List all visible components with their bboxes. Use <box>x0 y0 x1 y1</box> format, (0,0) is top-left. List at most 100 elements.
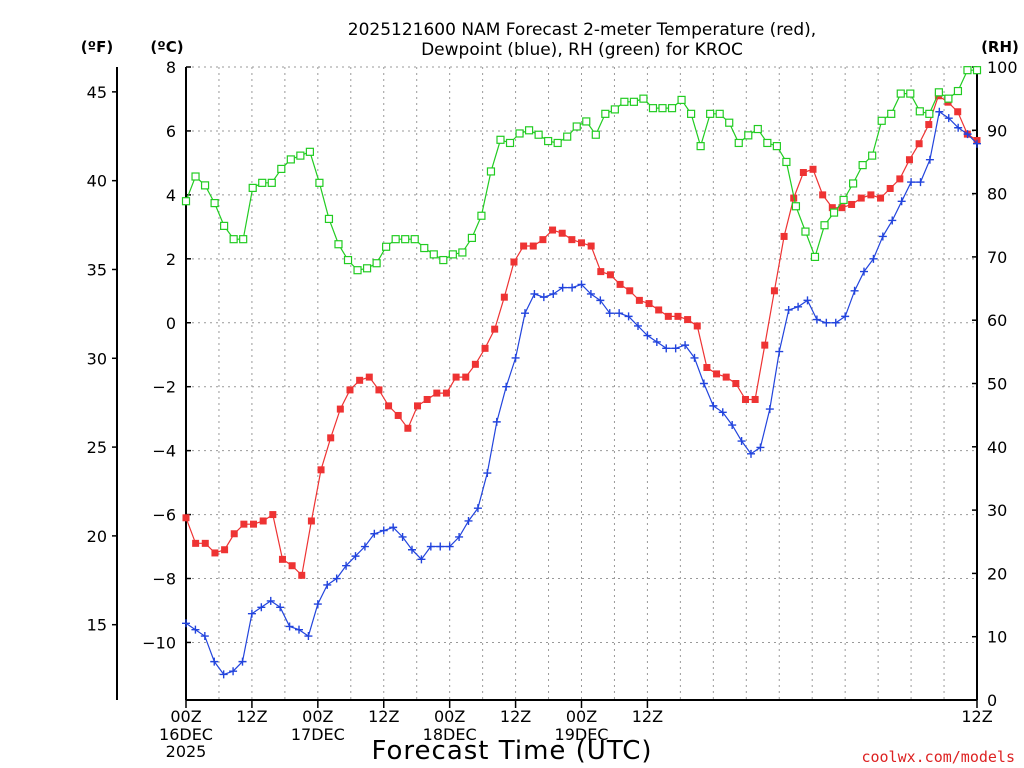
data-point <box>346 386 354 394</box>
data-point <box>182 619 190 628</box>
celsius-tick-label: −10 <box>142 633 176 652</box>
data-point <box>690 353 699 362</box>
data-point <box>722 373 730 381</box>
data-point <box>558 229 566 237</box>
data-point <box>394 411 402 419</box>
data-point <box>473 504 482 513</box>
data-point <box>549 289 558 298</box>
data-point <box>728 421 737 430</box>
data-point <box>200 181 210 190</box>
data-point <box>398 532 407 541</box>
data-point <box>810 252 820 261</box>
data-point <box>420 243 429 253</box>
data-point <box>423 395 431 403</box>
data-point <box>586 289 595 298</box>
data-point <box>500 293 508 301</box>
data-point <box>601 109 610 118</box>
time-tick-label: 00Z <box>566 707 597 726</box>
data-point <box>515 129 524 138</box>
data-point <box>734 138 743 148</box>
data-point <box>327 434 335 442</box>
data-point <box>831 318 840 327</box>
data-point <box>819 191 827 199</box>
data-point <box>973 139 981 148</box>
time-tick-date: 19DEC <box>555 725 609 744</box>
rh-tick-label: 80 <box>987 185 1007 204</box>
data-point <box>915 140 923 148</box>
celsius-tick-label: −2 <box>152 378 176 397</box>
data-point <box>210 657 219 666</box>
time-tick-year: 2025 <box>166 742 207 761</box>
data-point <box>803 296 812 305</box>
rh-tick-label: 20 <box>987 564 1007 583</box>
data-point <box>455 532 464 541</box>
celsius-tick-label: −4 <box>152 442 176 461</box>
data-point <box>838 204 846 212</box>
data-point <box>433 389 441 397</box>
data-point <box>278 555 286 563</box>
data-point <box>192 539 200 547</box>
data-point <box>382 242 391 251</box>
data-point <box>572 122 581 131</box>
data-point <box>510 258 518 266</box>
data-point <box>780 232 788 240</box>
data-point <box>524 126 534 135</box>
fahrenheit-tick-label: 30 <box>87 349 107 368</box>
fahrenheit-tick-label: 45 <box>87 83 107 102</box>
data-point <box>878 232 887 241</box>
data-point <box>725 118 734 127</box>
data-point <box>248 183 257 193</box>
data-point <box>250 520 258 528</box>
data-point <box>372 259 381 268</box>
data-point <box>954 123 963 132</box>
data-point <box>502 382 511 391</box>
data-point <box>869 254 878 263</box>
time-tick-date: 18DEC <box>423 725 477 744</box>
data-point <box>269 511 277 519</box>
data-point <box>258 178 267 187</box>
data-point <box>841 312 850 321</box>
celsius-tick-label: 4 <box>166 186 176 205</box>
data-point <box>925 109 934 118</box>
data-point <box>240 520 248 528</box>
rh-tick-label: 70 <box>987 248 1007 267</box>
data-point <box>391 235 400 244</box>
celsius-tick-label: −8 <box>152 570 176 589</box>
data-point <box>389 523 398 532</box>
data-point <box>784 305 793 314</box>
data-point <box>782 157 791 167</box>
data-point <box>492 417 501 426</box>
data-point <box>648 104 658 113</box>
data-point <box>597 268 605 276</box>
fahrenheit-tick-label: 40 <box>87 172 107 191</box>
data-point <box>615 309 624 318</box>
data-point <box>886 184 894 192</box>
data-point <box>715 109 724 118</box>
data-point <box>191 625 200 634</box>
data-point <box>317 466 325 474</box>
data-point <box>558 283 567 292</box>
data-point <box>629 97 639 106</box>
data-point <box>529 242 537 250</box>
data-point <box>496 135 505 144</box>
time-tick-label: 00Z <box>170 707 201 726</box>
data-point <box>822 318 831 327</box>
data-point <box>850 286 859 295</box>
series-relative-humidity <box>181 66 982 275</box>
data-point <box>744 131 753 140</box>
data-point <box>568 236 576 244</box>
data-point <box>323 580 332 589</box>
data-point <box>709 401 718 410</box>
data-point <box>686 109 696 118</box>
data-point <box>210 198 219 208</box>
data-point <box>408 545 416 554</box>
data-point <box>385 402 393 410</box>
axes: 86420−2−4−6−8−10454035302520151009080706… <box>87 58 1018 761</box>
data-point <box>761 341 769 349</box>
data-point <box>520 242 528 250</box>
data-point <box>221 546 229 554</box>
fahrenheit-tick-label: 20 <box>87 527 107 546</box>
data-point <box>458 248 467 257</box>
data-point <box>191 172 200 181</box>
data-point <box>219 670 228 679</box>
